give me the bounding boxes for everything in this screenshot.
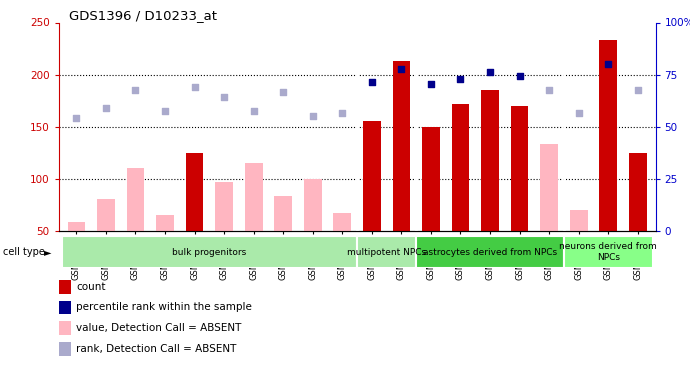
Bar <box>186 153 204 231</box>
Bar <box>393 61 411 231</box>
Bar <box>275 196 292 231</box>
Bar <box>126 168 144 231</box>
Point <box>544 87 555 93</box>
Point <box>189 84 200 90</box>
Bar <box>97 200 115 231</box>
Bar <box>61 236 357 268</box>
Point <box>426 81 437 87</box>
Text: multipotent NPCs: multipotent NPCs <box>347 248 426 256</box>
Text: rank, Detection Call = ABSENT: rank, Detection Call = ABSENT <box>76 344 236 354</box>
Text: count: count <box>76 282 106 292</box>
Point <box>484 69 495 75</box>
Bar <box>156 215 174 231</box>
Point <box>573 110 584 116</box>
Bar <box>363 122 381 231</box>
Bar <box>215 182 233 231</box>
Text: GDS1396 / D10233_at: GDS1396 / D10233_at <box>69 9 217 22</box>
Point <box>366 79 377 85</box>
Point <box>219 94 230 100</box>
Text: bulk progenitors: bulk progenitors <box>172 248 246 256</box>
Bar <box>629 153 647 231</box>
Point <box>71 115 82 121</box>
Bar <box>68 222 86 231</box>
Text: value, Detection Call = ABSENT: value, Detection Call = ABSENT <box>76 323 242 333</box>
Bar <box>600 40 617 231</box>
Point <box>307 113 318 119</box>
Bar <box>245 163 262 231</box>
Bar <box>511 106 529 231</box>
Text: percentile rank within the sample: percentile rank within the sample <box>76 303 252 312</box>
Point <box>248 108 259 114</box>
Bar <box>304 178 322 231</box>
Point <box>602 61 613 67</box>
Bar <box>452 104 469 231</box>
Text: neurons derived from
NPCs: neurons derived from NPCs <box>560 243 657 262</box>
Bar <box>540 144 558 231</box>
Bar <box>357 236 416 268</box>
Point <box>159 108 170 114</box>
Point <box>455 76 466 82</box>
Bar <box>481 90 499 231</box>
Point <box>396 66 407 72</box>
Bar <box>422 127 440 231</box>
Bar <box>570 210 588 231</box>
Point <box>514 73 525 79</box>
Bar <box>564 236 653 268</box>
Point <box>337 110 348 116</box>
Text: astrocytes derived from NPCs: astrocytes derived from NPCs <box>423 248 557 256</box>
Bar <box>416 236 564 268</box>
Point <box>632 87 643 93</box>
Bar <box>333 213 351 231</box>
Point <box>101 105 112 111</box>
Text: cell type: cell type <box>3 248 46 257</box>
Text: ►: ► <box>43 248 51 257</box>
Point <box>277 89 288 95</box>
Point <box>130 87 141 93</box>
